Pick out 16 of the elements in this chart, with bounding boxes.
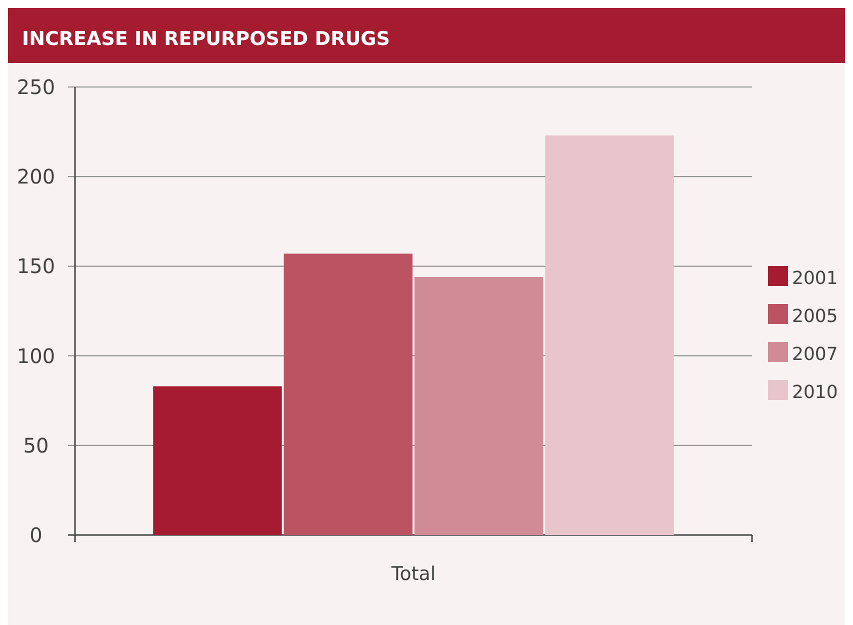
y-tick-label: 150 — [16, 254, 56, 278]
bar — [414, 276, 544, 535]
y-tick-label: 100 — [16, 344, 56, 368]
y-tick-label: 50 — [23, 433, 49, 458]
y-tick-label: 250 — [16, 75, 56, 99]
bar — [153, 386, 282, 535]
chart-title: INCREASE IN REPURPOSED DRUGS — [22, 28, 390, 50]
legend-label: 2005 — [792, 306, 838, 327]
x-tick-label: Total — [390, 563, 436, 585]
bar — [545, 135, 674, 535]
legend-label: 2007 — [792, 344, 838, 365]
legend-label: 2001 — [792, 268, 838, 289]
legend-label: 2010 — [792, 382, 838, 403]
y-tick-label: 200 — [16, 164, 56, 189]
bar — [284, 254, 413, 535]
y-tick-label: 0 — [30, 523, 42, 547]
